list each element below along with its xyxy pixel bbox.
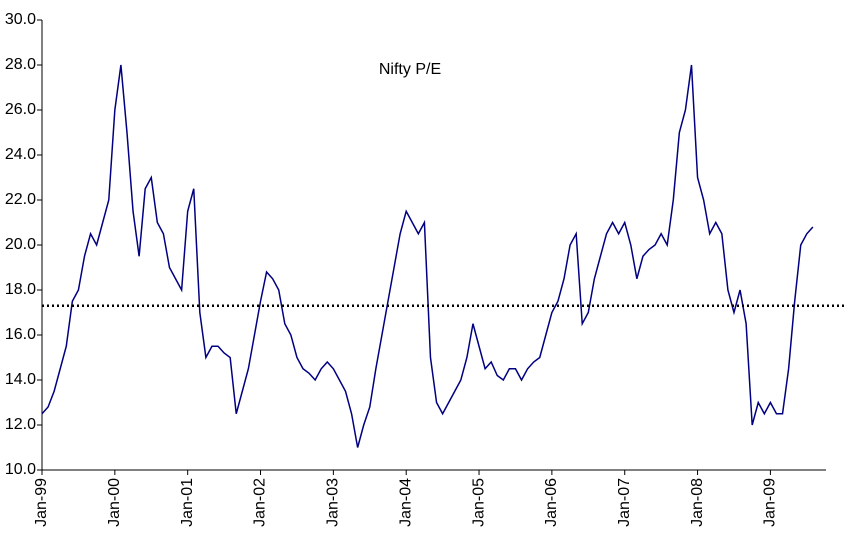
x-tick-label: Jan-06	[543, 478, 560, 527]
y-tick-label: 28.0	[5, 56, 36, 73]
x-tick-label: Jan-00	[106, 478, 123, 527]
y-tick-label: 24.0	[5, 146, 36, 163]
y-tick-label: 12.0	[5, 416, 36, 433]
x-tick-label: Jan-03	[325, 478, 342, 527]
y-tick-label: 20.0	[5, 236, 36, 253]
y-tick-label: 26.0	[5, 101, 36, 118]
y-tick-label: 22.0	[5, 191, 36, 208]
x-tick-label: Jan-08	[689, 478, 706, 527]
y-tick-label: 16.0	[5, 326, 36, 343]
x-tick-label: Jan-02	[252, 478, 269, 527]
x-tick-label: Jan-01	[179, 478, 196, 527]
line-series	[41, 64, 814, 448]
y-tick-label: 10.0	[5, 461, 36, 478]
chart-title: Nifty P/E	[379, 61, 441, 78]
y-tick-label: 18.0	[5, 281, 36, 298]
y-tick-label: 30.0	[5, 11, 36, 28]
x-tick-label: Jan-04	[397, 478, 414, 527]
y-tick-label: 14.0	[5, 371, 36, 388]
x-tick-label: Jan-07	[616, 478, 633, 527]
x-tick-label: Jan-99	[33, 478, 50, 527]
x-tick-label: Jan-05	[470, 478, 487, 527]
x-tick-label: Jan-09	[762, 478, 779, 527]
